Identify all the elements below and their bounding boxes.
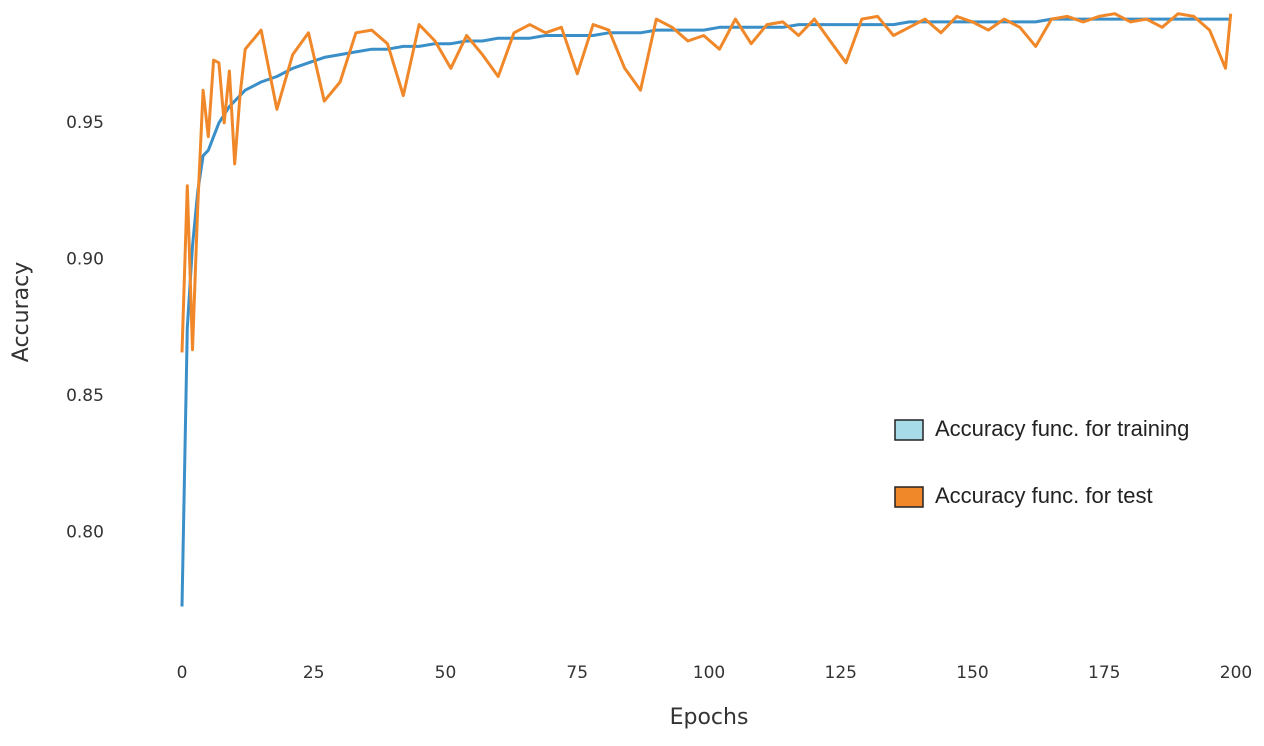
legend-swatch [894, 419, 924, 441]
x-tick-label: 175 [1088, 663, 1120, 683]
x-tick-label: 75 [566, 663, 588, 683]
x-axis-label: Epochs [670, 705, 749, 730]
y-tick-label: 0.95 [66, 113, 104, 133]
x-tick-label: 125 [825, 663, 857, 683]
x-tick-label: 50 [435, 663, 457, 683]
data-line [180, 17, 1231, 607]
legend-label: Accuracy func. for training [935, 416, 1189, 441]
y-tick-label: 0.85 [66, 386, 104, 406]
y-tick-label: 0.80 [66, 523, 104, 543]
x-tick-label: 25 [303, 663, 325, 683]
x-tick-label: 200 [1220, 663, 1252, 683]
x-tick-label: 0 [177, 663, 188, 683]
legend-swatch [894, 486, 924, 508]
y-tick-label: 0.90 [66, 250, 104, 270]
data-line [180, 12, 1233, 353]
y-axis-label: Accuracy [9, 262, 34, 362]
legend-label: Accuracy func. for test [935, 483, 1153, 508]
x-tick-label: 150 [956, 663, 988, 683]
x-tick-label: 100 [693, 663, 725, 683]
